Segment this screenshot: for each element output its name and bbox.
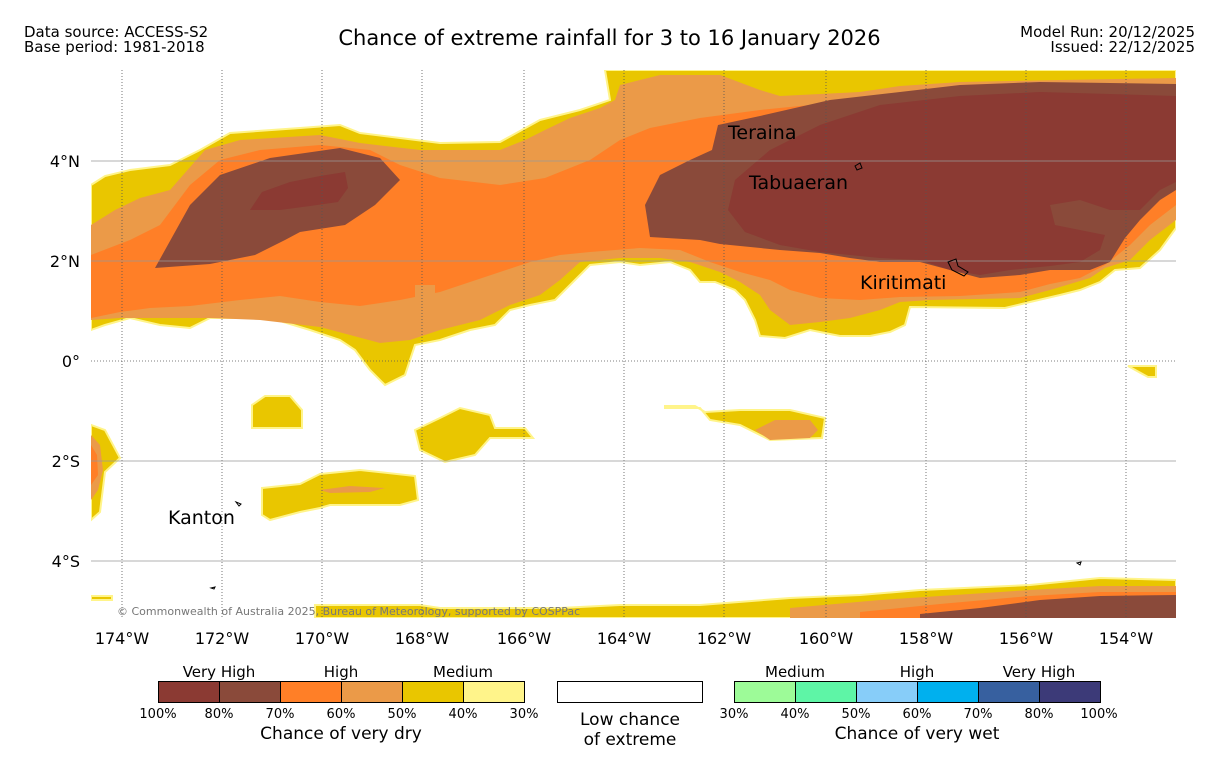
dry-patch-small [415, 285, 435, 297]
dry-swatch [403, 682, 464, 702]
model-run-label: Model Run: 20/12/2025 [1020, 23, 1195, 41]
wet-swatch [918, 682, 979, 702]
low-chance-swatch [557, 681, 703, 703]
lon-label: 162°W [697, 629, 752, 648]
place-label-kiritimati: Kiritimati [860, 272, 946, 294]
dry-medium-patch-3 [261, 468, 420, 522]
dry-level-label: Medium [433, 663, 493, 681]
wet-tick-label: 60% [902, 707, 932, 722]
dry-swatch [220, 682, 281, 702]
low-chance-label: Low chance of extreme [557, 710, 703, 750]
place-label-tabuaeran: Tabuaeran [748, 172, 848, 194]
data-source-label: Data source: ACCESS-S2 [24, 23, 209, 41]
dry-swatch [159, 682, 220, 702]
dry-extreme-region-north [250, 172, 348, 210]
wet-tick-label: 100% [1080, 707, 1118, 722]
wet-level-label: High [899, 663, 935, 681]
lat-label: 4°N [50, 152, 80, 171]
dry-colorbar [158, 681, 525, 703]
wet-tick-label: 40% [780, 707, 810, 722]
page-title: Chance of extreme rainfall for 3 to 16 J… [338, 26, 881, 50]
wet-colorbar [734, 681, 1101, 703]
dry-high-patch-3 [320, 486, 385, 493]
lon-label: 170°W [295, 629, 350, 648]
island-outlines [209, 162, 1082, 590]
copyright-notice: © Commonwealth of Australia 2025, Bureau… [117, 605, 580, 618]
lon-label: 172°W [195, 629, 250, 648]
lat-label: 2°S [52, 452, 80, 471]
dry-high-patch-5b [91, 445, 98, 485]
dry-tick-label: 70% [265, 707, 295, 722]
low-chance-line1: Low chance [580, 710, 680, 730]
lon-label: 154°W [1099, 629, 1154, 648]
wet-swatch [979, 682, 1040, 702]
dry-medium-patch-6 [1127, 365, 1157, 378]
dry-swatch [281, 682, 342, 702]
lon-label: 164°W [597, 629, 652, 648]
place-label-teraina: Teraina [727, 122, 797, 144]
wet-level-label: Medium [765, 663, 825, 681]
lon-label: 160°W [799, 629, 854, 648]
base-period-label: Base period: 1981-2018 [24, 38, 205, 56]
wet-tick-label: 70% [963, 707, 993, 722]
wet-swatch [735, 682, 796, 702]
lon-label: 156°W [999, 629, 1054, 648]
dry-extreme-region-east [728, 92, 1176, 275]
dry-very-high-region-south [920, 595, 1176, 618]
dry-tick-label: 60% [326, 707, 356, 722]
wet-swatch [796, 682, 857, 702]
lon-label: 166°W [497, 629, 552, 648]
lat-label: 4°S [52, 552, 80, 571]
lat-label: 0° [62, 352, 80, 371]
low-chance-line2: of extreme [583, 730, 677, 750]
wet-tick-label: 30% [719, 707, 749, 722]
dry-level-label: Very High [182, 663, 256, 681]
dry-swatch [342, 682, 403, 702]
wet-level-label: Very High [1002, 663, 1076, 681]
graticule [91, 70, 1176, 618]
dry-level-label: High [323, 663, 359, 681]
lon-label: 158°W [899, 629, 954, 648]
dry-tick-label: 30% [509, 707, 539, 722]
dry-medium-patch-1 [251, 395, 303, 429]
wet-tick-label: 80% [1024, 707, 1054, 722]
rainfall-map: 174°W 172°W 170°W 168°W 166°W 164°W 162°… [50, 70, 1176, 648]
dry-tick-label: 40% [448, 707, 478, 722]
wet-legend-title: Chance of very wet [834, 724, 1000, 744]
dry-tick-label: 100% [139, 707, 177, 722]
dry-high-patch-4 [755, 420, 818, 440]
dry-tick-label: 50% [387, 707, 417, 722]
dry-swatch [464, 682, 524, 702]
place-label-kanton: Kanton [168, 507, 235, 529]
dry-medium-patch-2 [413, 406, 536, 464]
issued-label: Issued: 22/12/2025 [1050, 38, 1195, 56]
lon-label: 174°W [95, 629, 150, 648]
lon-label: 168°W [395, 629, 450, 648]
wet-tick-label: 50% [841, 707, 871, 722]
wet-swatch [857, 682, 918, 702]
dry-tick-label: 80% [204, 707, 234, 722]
lat-label: 2°N [50, 252, 80, 271]
wet-swatch [1040, 682, 1100, 702]
dry-legend-title: Chance of very dry [260, 724, 422, 744]
